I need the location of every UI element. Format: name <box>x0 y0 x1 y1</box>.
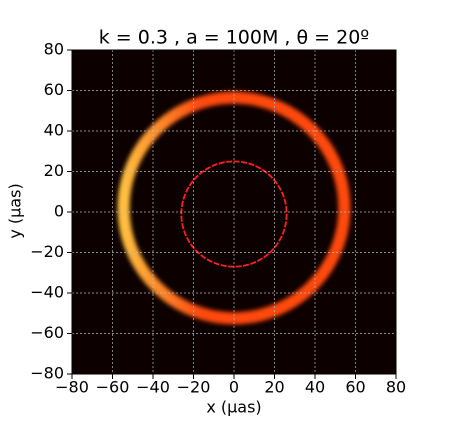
x-tick-label: 60 <box>345 378 365 397</box>
plot-frame <box>71 49 397 375</box>
x-axis-label: x (μas) <box>206 398 261 417</box>
x-tick-label: 0 <box>229 378 239 397</box>
chart-title: k = 0.3 , a = 100M , θ = 20º <box>99 27 370 49</box>
x-tick-label: 20 <box>264 378 284 397</box>
y-tick-label: −40 <box>30 283 64 302</box>
y-tick-label: 20 <box>44 161 64 180</box>
y-tick-label: 60 <box>44 80 64 99</box>
x-tick-label: −60 <box>96 378 130 397</box>
y-tick-label: −80 <box>30 364 64 383</box>
y-tick-label: 40 <box>44 121 64 140</box>
y-axis-label: y (μas) <box>6 183 25 238</box>
y-tick-label: −20 <box>30 242 64 261</box>
x-tick-label: −40 <box>136 378 170 397</box>
y-tick-label: 0 <box>54 202 64 221</box>
x-tick-label: 80 <box>386 378 406 397</box>
x-tick-label: −80 <box>55 378 89 397</box>
y-tick-label: 80 <box>44 40 64 59</box>
x-tick-label: 40 <box>305 378 325 397</box>
x-tick-label: −20 <box>177 378 211 397</box>
y-tick-label: −60 <box>30 323 64 342</box>
